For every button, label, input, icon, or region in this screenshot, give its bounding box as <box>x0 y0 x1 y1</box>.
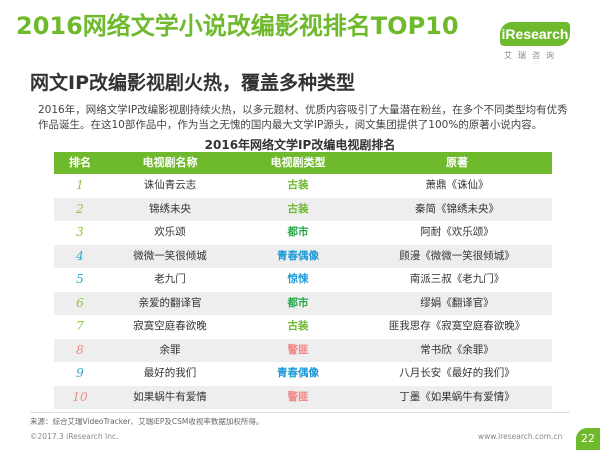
drama-name-cell: 老九门 <box>154 273 186 285</box>
genre-cell: 青春偶像 <box>277 367 319 379</box>
rank-cell: 10 <box>72 389 88 404</box>
table-row: 9 最好的我们 青春偶像 八月长安《最好的我们》 <box>54 362 552 386</box>
table-header-row: 排名 电视剧名称 电视剧类型 原著 <box>54 152 552 174</box>
logo-subtext: 艾瑞咨询 <box>504 51 560 60</box>
origin-cell: 匪我思存《寂寞空庭春欲晚》 <box>388 320 526 332</box>
drama-name-cell: 欢乐颂 <box>154 226 186 238</box>
genre-cell: 都市 <box>287 296 309 309</box>
description-paragraph: 2016年，网络文学IP改编影视剧持续火热，以多元题材、优质内容吸引了大量潜在粉… <box>38 104 568 131</box>
drama-name-cell: 如果蜗牛有爱情 <box>133 390 207 403</box>
rank-cell: 7 <box>76 319 84 333</box>
genre-cell: 古装 <box>287 320 309 332</box>
drama-name-cell: 诛仙青云志 <box>143 179 197 191</box>
rank-cell: 9 <box>76 366 84 380</box>
table-row: 2 锦绣未央 古装 秦简《锦绣未央》 <box>54 197 552 221</box>
rank-cell: 2 <box>76 201 84 216</box>
section-subtitle: 网文IP改编影视剧火热，覆盖多种类型 <box>30 72 355 94</box>
drama-name-cell: 亲爱的翻译官 <box>138 296 202 309</box>
table-row: 7 寂寞空庭春欲晚 古装 匪我思存《寂寞空庭春欲晚》 <box>54 315 552 339</box>
rank-cell: 5 <box>76 272 84 286</box>
rank-cell: 6 <box>76 295 84 310</box>
header-original-novel: 原著 <box>446 156 468 169</box>
genre-cell: 惊悚 <box>287 273 309 285</box>
table-row: 4 微微一笑很倾城 青春偶像 顾漫《微微一笑很倾城》 <box>54 244 552 268</box>
drama-name-cell: 锦绣未央 <box>149 202 191 215</box>
header-drama-genre: 电视剧类型 <box>270 156 326 169</box>
origin-cell: 缪娟《翻译官》 <box>420 296 494 309</box>
rank-cell: 1 <box>76 178 84 192</box>
origin-cell: 秦简《锦绣未央》 <box>415 202 499 215</box>
website-link[interactable]: www.iresearch.com.cn <box>478 432 563 441</box>
table-row: 10 如果蜗牛有爱情 警匪 丁墨《如果蜗牛有爱情》 <box>54 385 552 409</box>
footer-divider <box>30 412 570 413</box>
table-row: 8 余罪 警匪 常书欣《余罪》 <box>54 338 552 362</box>
iresearch-logo: iResearch 艾瑞咨询 <box>500 22 572 62</box>
genre-cell: 都市 <box>287 226 309 238</box>
source-note: 来源：综合艾瑞VideoTracker、艾瑞iEP及CSM收视率数据加权所得。 <box>30 417 264 426</box>
header-rank: 排名 <box>69 156 91 169</box>
origin-cell: 八月长安《最好的我们》 <box>399 367 515 379</box>
origin-cell: 常书欣《余罪》 <box>420 343 494 356</box>
drama-name-cell: 微微一笑很倾城 <box>133 249 207 262</box>
page-title: 2016网络文学小说改编影视排名TOP10 <box>16 12 459 40</box>
origin-cell: 顾漫《微微一笑很倾城》 <box>399 249 515 262</box>
origin-cell: 阿耐《欢乐颂》 <box>420 226 494 238</box>
genre-cell: 青春偶像 <box>277 249 319 262</box>
table-row: 6 亲爱的翻译官 都市 缪娟《翻译官》 <box>54 291 552 315</box>
page-number-badge: 22 <box>576 428 600 450</box>
table-row: 5 老九门 惊悚 南派三叔《老九门》 <box>54 268 552 292</box>
origin-cell: 萧鼎《诛仙》 <box>425 179 489 191</box>
table-row: 1 诛仙青云志 古装 萧鼎《诛仙》 <box>54 174 552 198</box>
header-drama-name: 电视剧名称 <box>142 156 198 169</box>
origin-cell: 南派三叔《老九门》 <box>409 273 505 285</box>
drama-name-cell: 最好的我们 <box>143 367 197 379</box>
table-title: 2016年网络文学IP改编电视剧排名 <box>204 138 396 152</box>
drama-name-cell: 余罪 <box>159 343 181 356</box>
drama-name-cell: 寂寞空庭春欲晚 <box>133 320 207 332</box>
genre-cell: 警匪 <box>287 343 309 356</box>
rank-cell: 8 <box>76 342 84 357</box>
genre-cell: 古装 <box>287 179 309 191</box>
rank-cell: 4 <box>76 248 84 263</box>
genre-cell: 古装 <box>287 202 309 215</box>
rank-cell: 3 <box>76 225 84 239</box>
table-body: 1 诛仙青云志 古装 萧鼎《诛仙》 2 锦绣未央 古装 秦简《锦绣未央》 3 欢乐颂 都市 阿耐《欢乐… <box>54 174 552 409</box>
origin-cell: 丁墨《如果蜗牛有爱情》 <box>399 390 515 403</box>
genre-cell: 警匪 <box>287 390 309 403</box>
table-row: 3 欢乐颂 都市 阿耐《欢乐颂》 <box>54 221 552 245</box>
copyright-text: ©2017.3 iResearch Inc. <box>30 432 119 441</box>
logo-wordmark: iResearch <box>500 22 570 46</box>
ranking-table: 排名 电视剧名称 电视剧类型 原著 1 诛仙青云志 古装 萧鼎《诛仙》 2 锦绣未央 古装秦… <box>54 152 552 409</box>
